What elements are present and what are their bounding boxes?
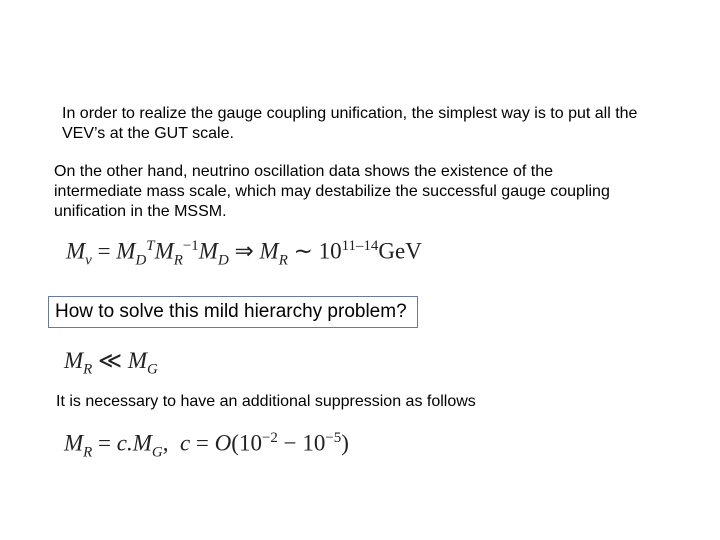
formula-suppression: MR = c.MG, c = O(10−2 − 10−5) bbox=[64, 430, 349, 461]
slide: In order to realize the gauge coupling u… bbox=[0, 0, 720, 540]
boxed-question: How to solve this mild hierarchy problem… bbox=[48, 296, 418, 328]
paragraph-suppression: It is necessary to have an additional su… bbox=[56, 392, 616, 412]
formula-hierarchy: MR ≪ MG bbox=[64, 348, 158, 379]
formula-seesaw: Mν = MDTMR−1MD ⇒ MR ∼ 1011–14GeV bbox=[66, 238, 422, 269]
paragraph-gut-scale: In order to realize the gauge coupling u… bbox=[62, 104, 642, 144]
paragraph-oscillation: On the other hand, neutrino oscillation … bbox=[54, 162, 614, 222]
